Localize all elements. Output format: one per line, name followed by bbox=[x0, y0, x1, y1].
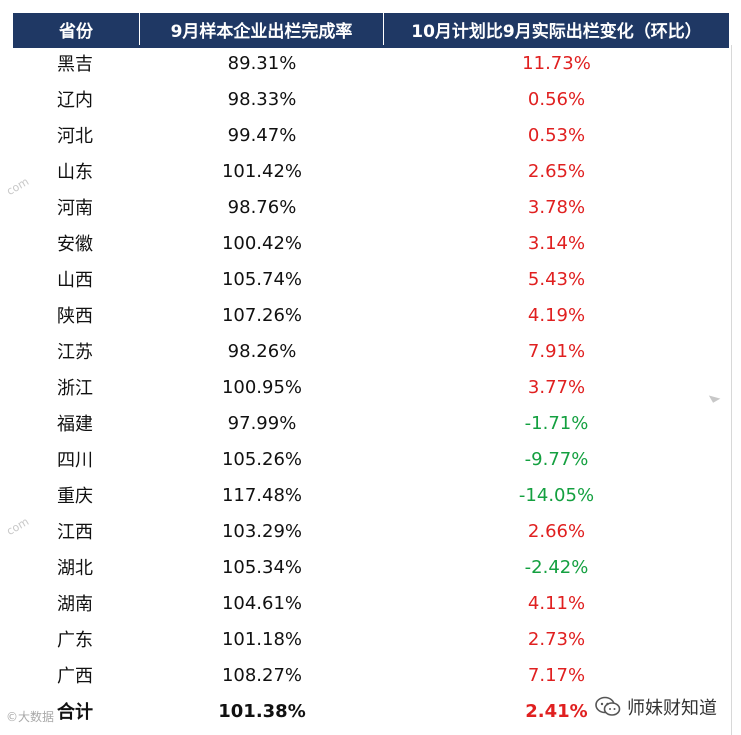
completion-cell: 99.47% bbox=[227, 124, 297, 146]
wechat-icon bbox=[595, 696, 621, 718]
table-row: 安徽 100.42% 3.14% bbox=[13, 225, 729, 261]
table-row: 江西 103.29% 2.66% bbox=[13, 513, 729, 549]
change-cell: 2.41% bbox=[525, 700, 588, 722]
change-cell: 5.43% bbox=[527, 268, 586, 290]
right-border-line bbox=[731, 45, 732, 735]
completion-cell: 101.18% bbox=[221, 628, 303, 650]
table-row: 湖北 105.34% -2.42% bbox=[13, 549, 729, 585]
change-cell: -14.05% bbox=[518, 484, 595, 506]
table-body: 黑吉 89.31% 11.73% 辽内 98.33% 0.56% 河北 99.47% 0.53%… bbox=[13, 45, 729, 729]
province-cell: 湖北 bbox=[57, 558, 93, 579]
change-cell: 7.91% bbox=[527, 340, 586, 362]
completion-cell: 103.29% bbox=[221, 520, 303, 542]
data-table: 省份 9月样本企业出栏完成率 10月计划比9月实际出栏变化（环比） 黑吉 89.3… bbox=[13, 13, 729, 729]
province-cell: 山东 bbox=[57, 162, 93, 183]
brand-name: 师妹财知道 bbox=[627, 698, 717, 719]
province-cell: 广东 bbox=[57, 630, 93, 651]
change-cell: 2.73% bbox=[527, 628, 586, 650]
province-cell: 江西 bbox=[57, 522, 93, 543]
table-row: 河北 99.47% 0.53% bbox=[13, 117, 729, 153]
completion-cell: 98.33% bbox=[227, 88, 297, 110]
footer-watermark: ©大数据 bbox=[6, 710, 55, 724]
change-cell: 4.11% bbox=[527, 592, 586, 614]
province-cell: 广西 bbox=[57, 666, 93, 687]
province-cell: 福建 bbox=[57, 414, 93, 435]
completion-cell: 89.31% bbox=[227, 52, 297, 74]
completion-cell: 108.27% bbox=[221, 664, 303, 686]
table-row: 黑吉 89.31% 11.73% bbox=[13, 45, 729, 81]
completion-cell: 98.76% bbox=[227, 196, 297, 218]
header-province: 省份 bbox=[13, 13, 140, 45]
completion-cell: 105.74% bbox=[221, 268, 303, 290]
change-cell: 2.66% bbox=[527, 520, 586, 542]
province-cell: 重庆 bbox=[57, 486, 93, 507]
change-cell: -9.77% bbox=[524, 448, 589, 470]
table-header: 省份 9月样本企业出栏完成率 10月计划比9月实际出栏变化（环比） bbox=[13, 13, 729, 45]
table-row: 河南 98.76% 3.78% bbox=[13, 189, 729, 225]
province-cell: 四川 bbox=[57, 450, 93, 471]
province-cell: 浙江 bbox=[57, 378, 93, 399]
table-total-row: 合计 101.38% 2.41% bbox=[13, 693, 729, 729]
table-row: 广东 101.18% 2.73% bbox=[13, 621, 729, 657]
completion-cell: 101.42% bbox=[221, 160, 303, 182]
table-row: 山东 101.42% 2.65% bbox=[13, 153, 729, 189]
table-row: 辽内 98.33% 0.56% bbox=[13, 81, 729, 117]
table-row: 山西 105.74% 5.43% bbox=[13, 261, 729, 297]
footer-brand: 师妹财知道 bbox=[595, 694, 717, 720]
province-cell: 合计 bbox=[57, 702, 93, 723]
province-cell: 湖南 bbox=[57, 594, 93, 615]
change-cell: 0.53% bbox=[527, 124, 586, 146]
table-row: 陕西 107.26% 4.19% bbox=[13, 297, 729, 333]
table-row: 广西 108.27% 7.17% bbox=[13, 657, 729, 693]
province-cell: 陕西 bbox=[57, 306, 93, 327]
province-cell: 江苏 bbox=[57, 342, 93, 363]
province-cell: 河南 bbox=[57, 198, 93, 219]
completion-cell: 100.42% bbox=[221, 232, 303, 254]
header-separator bbox=[13, 45, 729, 48]
table-row: 重庆 117.48% -14.05% bbox=[13, 477, 729, 513]
change-cell: -1.71% bbox=[524, 412, 589, 434]
province-cell: 辽内 bbox=[57, 90, 93, 111]
completion-cell: 98.26% bbox=[227, 340, 297, 362]
change-cell: 3.14% bbox=[527, 232, 586, 254]
change-cell: -2.42% bbox=[524, 556, 589, 578]
table-row: 江苏 98.26% 7.91% bbox=[13, 333, 729, 369]
header-completion: 9月样本企业出栏完成率 bbox=[140, 13, 384, 45]
completion-cell: 100.95% bbox=[221, 376, 303, 398]
change-cell: 0.56% bbox=[527, 88, 586, 110]
table-row: 湖南 104.61% 4.11% bbox=[13, 585, 729, 621]
change-cell: 7.17% bbox=[527, 664, 586, 686]
table-row: 四川 105.26% -9.77% bbox=[13, 441, 729, 477]
completion-cell: 97.99% bbox=[227, 412, 297, 434]
province-cell: 山西 bbox=[57, 270, 93, 291]
change-cell: 2.65% bbox=[527, 160, 586, 182]
table-row: 福建 97.99% -1.71% bbox=[13, 405, 729, 441]
change-cell: 4.19% bbox=[527, 304, 586, 326]
completion-cell: 107.26% bbox=[221, 304, 303, 326]
table-row: 浙江 100.95% 3.77% bbox=[13, 369, 729, 405]
province-cell: 黑吉 bbox=[57, 54, 93, 75]
completion-cell: 117.48% bbox=[221, 484, 303, 506]
completion-cell: 104.61% bbox=[221, 592, 303, 614]
change-cell: 11.73% bbox=[522, 52, 591, 74]
completion-cell: 101.38% bbox=[218, 700, 306, 722]
completion-cell: 105.26% bbox=[221, 448, 303, 470]
change-cell: 3.78% bbox=[527, 196, 586, 218]
completion-cell: 105.34% bbox=[221, 556, 303, 578]
change-cell: 3.77% bbox=[527, 376, 586, 398]
province-cell: 安徽 bbox=[57, 234, 93, 255]
header-change: 10月计划比9月实际出栏变化（环比） bbox=[411, 21, 702, 42]
province-cell: 河北 bbox=[57, 126, 93, 147]
